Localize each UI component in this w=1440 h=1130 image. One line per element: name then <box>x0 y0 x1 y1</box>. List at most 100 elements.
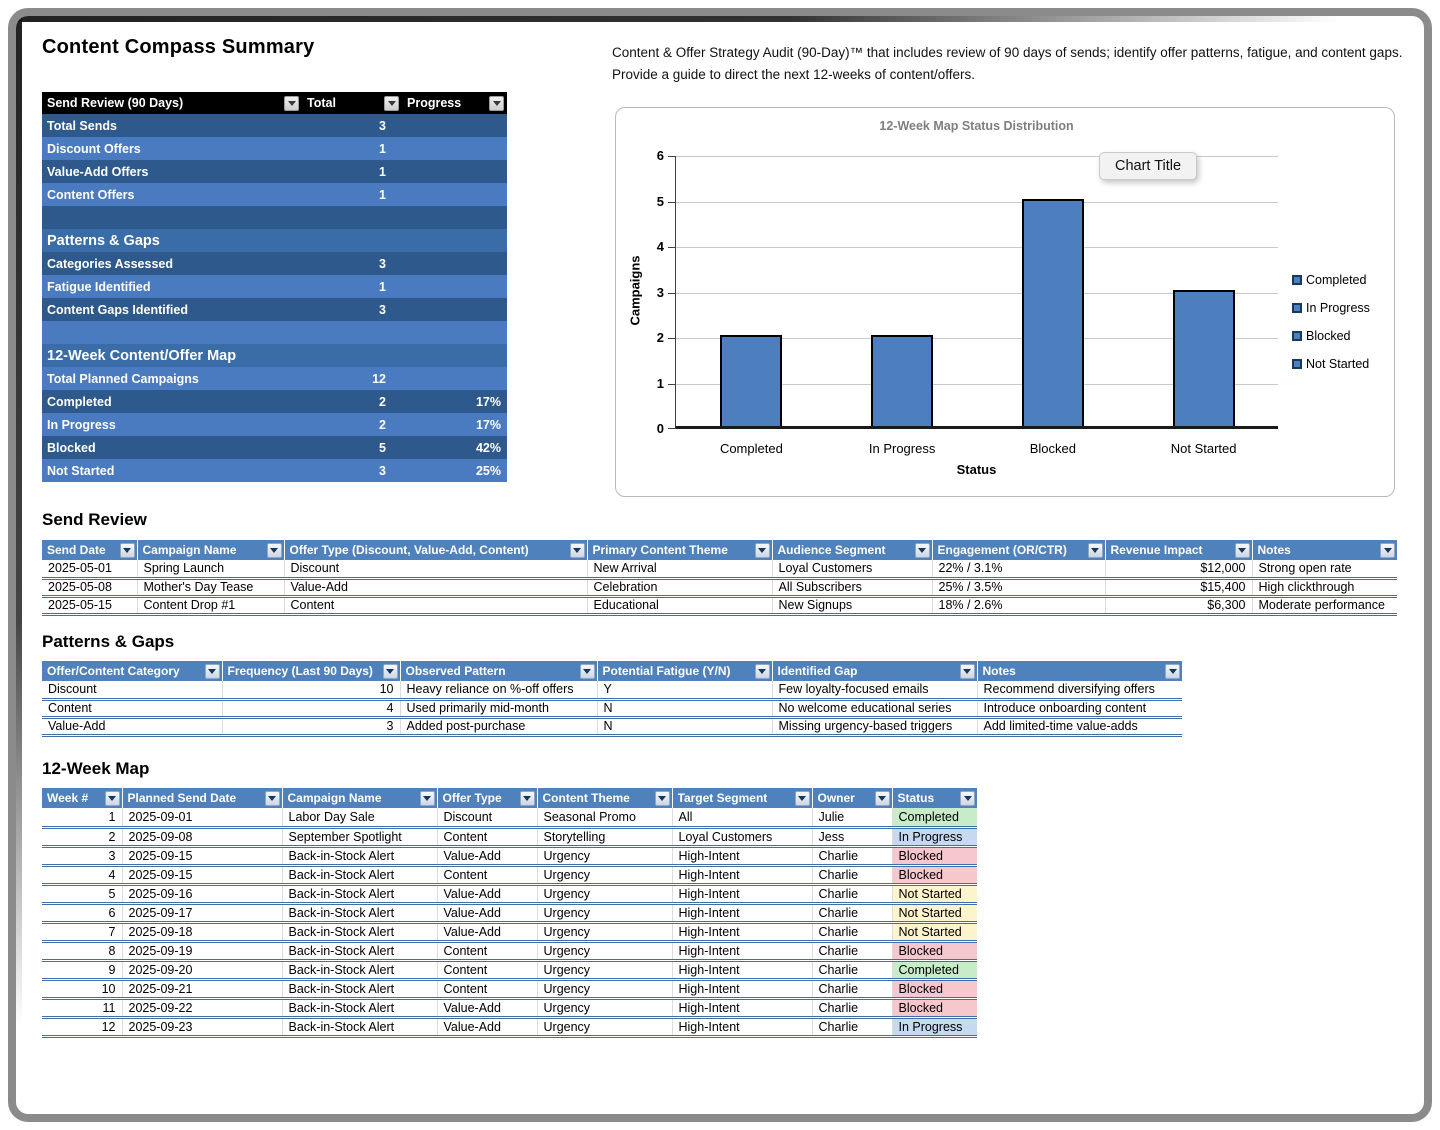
cell[interactable]: Y <box>597 681 773 701</box>
cell[interactable]: Back-in-Stock Alert <box>282 998 438 1019</box>
cell[interactable]: 3 <box>222 717 401 737</box>
status-badge[interactable]: Blocked <box>892 865 977 886</box>
cell[interactable]: Charlie <box>812 979 893 1000</box>
filter-dropdown-icon[interactable] <box>794 790 810 806</box>
cell[interactable]: Discount <box>42 681 223 701</box>
filter-dropdown-icon[interactable] <box>914 542 930 558</box>
cell[interactable]: High-Intent <box>672 998 813 1019</box>
status-badge[interactable]: Completed <box>892 808 977 829</box>
summary-metric-label[interactable]: Completed <box>42 390 302 413</box>
cell[interactable]: Value-Add <box>437 922 538 943</box>
filter-dropdown-icon[interactable] <box>104 790 120 806</box>
status-distribution-chart[interactable]: 12-Week Map Status Distribution Campaign… <box>615 107 1395 497</box>
cell[interactable]: Educational <box>587 596 773 616</box>
cell[interactable]: Content <box>42 699 223 719</box>
cell[interactable]: Back-in-Stock Alert <box>282 922 438 943</box>
summary-metric-progress[interactable] <box>402 114 507 137</box>
summary-metric-label[interactable]: Patterns & Gaps <box>42 229 302 252</box>
cell[interactable]: Back-in-Stock Alert <box>282 903 438 924</box>
cell[interactable]: Charlie <box>812 884 893 905</box>
cell[interactable]: Urgency <box>537 884 673 905</box>
filter-dropdown-icon[interactable] <box>264 790 280 806</box>
cell[interactable]: 2025-09-15 <box>122 865 283 886</box>
chart-title-overlay[interactable]: Chart Title <box>1099 152 1198 180</box>
cell[interactable]: 4 <box>222 699 401 719</box>
cell[interactable]: Discount <box>437 808 538 829</box>
cell[interactable]: 10 <box>42 979 123 1000</box>
filter-dropdown-icon[interactable] <box>384 95 399 111</box>
cell[interactable]: Value-Add <box>437 884 538 905</box>
cell[interactable]: All Subscribers <box>772 578 933 598</box>
cell[interactable]: 12 <box>42 1017 123 1038</box>
cell[interactable]: Charlie <box>812 941 893 962</box>
cell[interactable]: 2 <box>42 827 123 848</box>
cell[interactable]: No welcome educational series <box>772 699 978 719</box>
cell[interactable]: 2025-09-23 <box>122 1017 283 1038</box>
summary-metric-label[interactable]: Categories Assessed <box>42 252 302 275</box>
summary-metric-label[interactable]: Content Gaps Identified <box>42 298 302 321</box>
summary-metric-label[interactable]: Discount Offers <box>42 137 302 160</box>
filter-dropdown-icon[interactable] <box>1087 542 1103 558</box>
cell[interactable]: 2025-09-21 <box>122 979 283 1000</box>
filter-dropdown-icon[interactable] <box>1234 542 1250 558</box>
summary-metric-total[interactable]: 3 <box>302 252 402 275</box>
status-badge[interactable]: Blocked <box>892 979 977 1000</box>
cell[interactable]: Charlie <box>812 922 893 943</box>
cell[interactable]: 6 <box>42 903 123 924</box>
cell[interactable]: 2025-05-08 <box>42 578 138 598</box>
filter-dropdown-icon[interactable] <box>204 663 220 679</box>
filter-dropdown-icon[interactable] <box>119 542 135 558</box>
filter-dropdown-icon[interactable] <box>266 542 282 558</box>
summary-metric-progress[interactable] <box>402 321 507 344</box>
summary-metric-label[interactable]: Not Started <box>42 459 302 482</box>
cell[interactable]: 2025-09-19 <box>122 941 283 962</box>
cell[interactable]: Value-Add <box>437 1017 538 1038</box>
summary-metric-progress[interactable]: 25% <box>402 459 507 482</box>
summary-metric-total[interactable]: 5 <box>302 436 402 459</box>
summary-metric-total[interactable]: 3 <box>302 114 402 137</box>
cell[interactable]: N <box>597 699 773 719</box>
filter-dropdown-icon[interactable] <box>754 663 770 679</box>
summary-metric-label[interactable]: 12-Week Content/Offer Map <box>42 344 302 367</box>
cell[interactable]: Back-in-Stock Alert <box>282 979 438 1000</box>
cell[interactable]: Loyal Customers <box>772 560 933 580</box>
cell[interactable]: Labor Day Sale <box>282 808 438 829</box>
cell[interactable]: 9 <box>42 960 123 981</box>
status-badge[interactable]: Blocked <box>892 998 977 1019</box>
cell[interactable]: Mother's Day Tease <box>137 578 285 598</box>
summary-metric-progress[interactable] <box>402 344 507 367</box>
summary-metric-total[interactable]: 12 <box>302 367 402 390</box>
cell[interactable]: 2025-09-17 <box>122 903 283 924</box>
filter-dropdown-icon[interactable] <box>284 95 299 111</box>
cell[interactable]: Value-Add <box>437 998 538 1019</box>
cell[interactable]: Value-Add <box>42 717 223 737</box>
cell[interactable]: 2025-09-08 <box>122 827 283 848</box>
summary-metric-label[interactable]: Total Planned Campaigns <box>42 367 302 390</box>
status-badge[interactable]: Blocked <box>892 941 977 962</box>
cell[interactable]: Charlie <box>812 1017 893 1038</box>
cell[interactable]: September Spotlight <box>282 827 438 848</box>
cell[interactable]: Storytelling <box>537 827 673 848</box>
filter-dropdown-icon[interactable] <box>569 542 585 558</box>
cell[interactable]: 4 <box>42 865 123 886</box>
summary-metric-total[interactable]: 1 <box>302 275 402 298</box>
cell[interactable]: Add limited-time value-adds <box>977 717 1182 737</box>
cell[interactable]: Jess <box>812 827 893 848</box>
cell[interactable]: 5 <box>42 884 123 905</box>
cell[interactable]: Back-in-Stock Alert <box>282 941 438 962</box>
cell[interactable]: $6,300 <box>1105 596 1253 616</box>
cell[interactable]: Urgency <box>537 903 673 924</box>
cell[interactable]: 2025-09-20 <box>122 960 283 981</box>
cell[interactable]: Heavy reliance on %-off offers <box>400 681 598 701</box>
status-badge[interactable]: In Progress <box>892 827 977 848</box>
cell[interactable]: Urgency <box>537 846 673 867</box>
cell[interactable]: Few loyalty-focused emails <box>772 681 978 701</box>
cell[interactable]: High-Intent <box>672 865 813 886</box>
summary-metric-label[interactable] <box>42 321 302 344</box>
cell[interactable]: Celebration <box>587 578 773 598</box>
cell[interactable]: Back-in-Stock Alert <box>282 960 438 981</box>
summary-metric-progress[interactable] <box>402 275 507 298</box>
status-badge[interactable]: Not Started <box>892 922 977 943</box>
summary-metric-total[interactable]: 2 <box>302 413 402 436</box>
cell[interactable]: 2025-05-01 <box>42 560 138 580</box>
